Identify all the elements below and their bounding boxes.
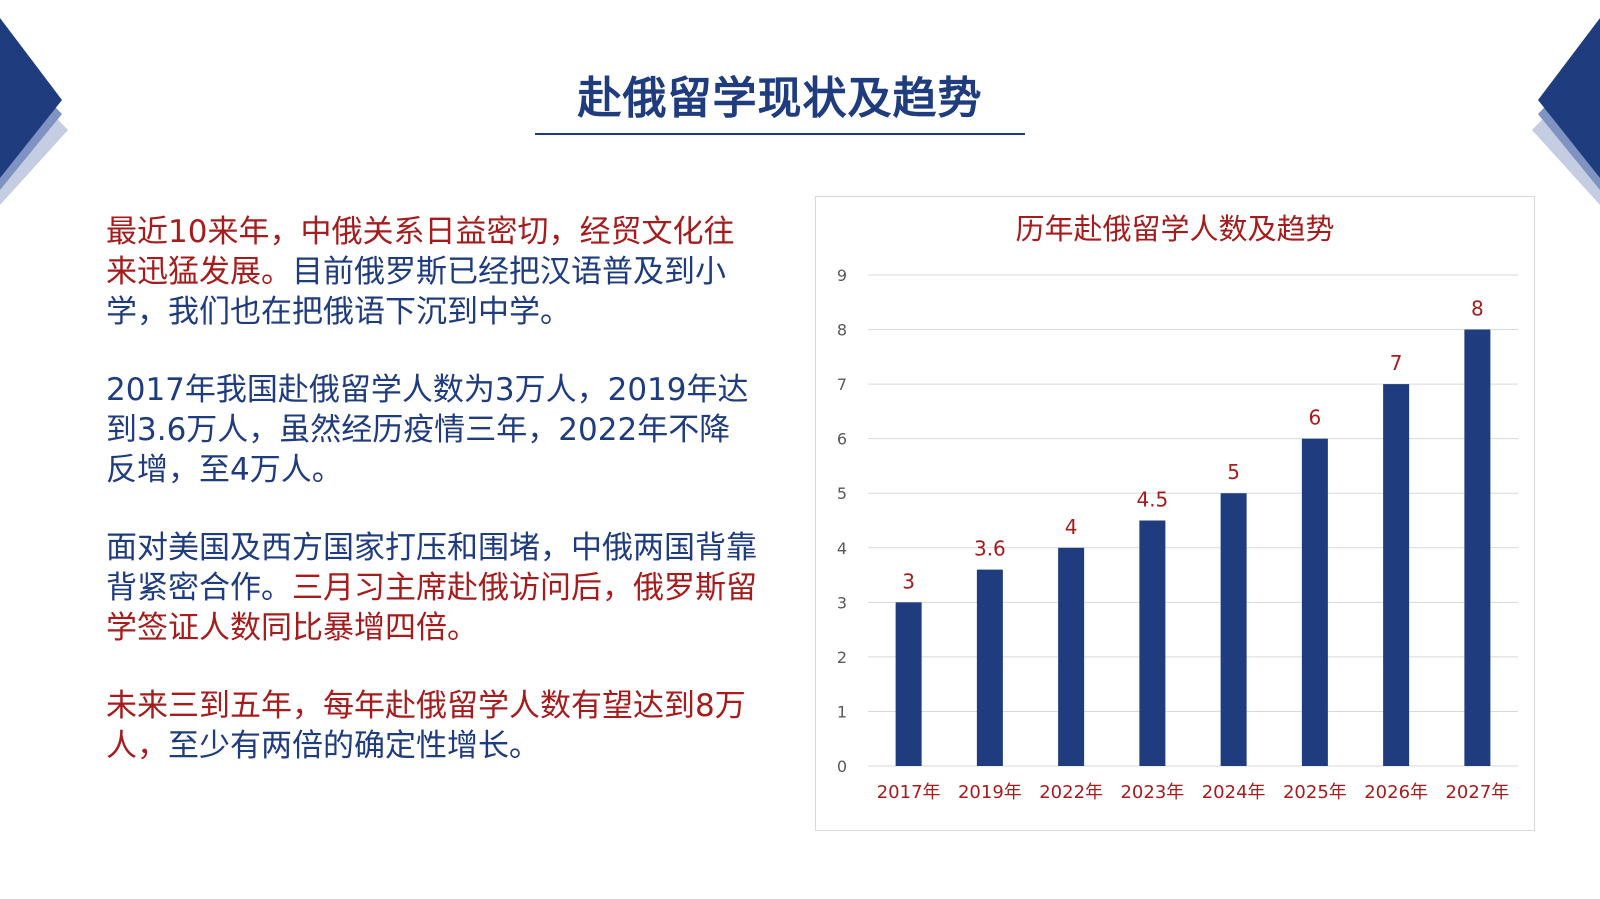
bar-2017年	[895, 602, 922, 766]
paragraph-1-span-2: 目前俄罗斯已经把汉语普及到小学，我们也在把俄语下沉到中学。	[106, 254, 726, 330]
y-tick-label: 9	[837, 266, 847, 285]
bar-2025年	[1301, 438, 1328, 766]
x-tick-label: 2027年	[1445, 782, 1509, 803]
x-tick-label: 2026年	[1364, 782, 1428, 803]
bar-2019年	[976, 569, 1003, 766]
bar-chart-svg: 历年赴俄留学人数及趋势 0 1 2 3 4 5 6 7 8 9 3 2017年 3.6 2019年 4 2022…	[837, 212, 1518, 803]
paragraph-3: 面对美国及西方国家打压和围堵，中俄两国背靠背紧密合作。三月习主席赴俄访问后，俄罗…	[106, 528, 761, 648]
y-tick-label: 0	[837, 757, 847, 776]
bar-2027年	[1464, 329, 1491, 766]
paragraph-2-span-1: 2017年我国赴俄留学人数为3万人，2019年达到3.6万人，虽然经历疫情三年，…	[106, 372, 749, 488]
x-tick-label: 2022年	[1039, 782, 1103, 803]
paragraph-2: 2017年我国赴俄留学人数为3万人，2019年达到3.6万人，虽然经历疫情三年，…	[106, 370, 761, 490]
paragraph-3-span-1: 面对美国及西方国家打压和围堵，中俄两国背靠背紧密合作。	[106, 530, 757, 606]
title-underline	[535, 133, 1025, 135]
y-tick-label: 6	[837, 430, 847, 449]
paragraph-4-span-2: 至少有两倍的确定性增长。	[168, 728, 540, 764]
y-tick-label: 2	[837, 648, 847, 667]
x-tick-label: 2024年	[1202, 782, 1266, 803]
x-tick-label: 2019年	[958, 782, 1022, 803]
corner-decoration-right	[1532, 18, 1600, 205]
paragraph-3-span-2: 三月习主席赴俄访问后，俄罗斯留学签证人数同比暴增四倍。	[106, 570, 757, 646]
y-tick-label: 3	[837, 593, 847, 612]
paragraph-1-span-1: 最近10来年，中俄关系日益密切，经贸文化往来迅猛发展。	[106, 214, 735, 290]
bar-chart: 历年赴俄留学人数及趋势 0 1 2 3 4 5 6 7 8 9 3 2017年 3.6 2019年 4 2022…	[815, 196, 1535, 831]
bar-2023年	[1139, 520, 1166, 766]
paragraph-4: 未来三到五年，每年赴俄留学人数有望达到8万人，至少有两倍的确定性增长。	[106, 686, 761, 766]
bar-2022年	[1058, 547, 1085, 766]
bar-2026年	[1383, 384, 1410, 766]
data-label: 4.5	[1136, 488, 1168, 512]
y-tick-label: 8	[837, 321, 847, 340]
data-label: 6	[1309, 406, 1322, 430]
paragraph-1: 最近10来年，中俄关系日益密切，经贸文化往来迅猛发展。目前俄罗斯已经把汉语普及到…	[106, 212, 761, 332]
x-tick-label: 2017年	[877, 782, 941, 803]
data-label: 3.6	[974, 537, 1006, 561]
x-tick-label: 2023年	[1120, 782, 1184, 803]
data-label: 3	[902, 569, 915, 593]
data-label: 7	[1390, 351, 1403, 375]
corner-decoration-left	[0, 18, 68, 205]
data-label: 4	[1065, 515, 1078, 539]
y-tick-label: 5	[837, 484, 847, 503]
bar-2024年	[1220, 493, 1247, 766]
y-tick-label: 4	[837, 539, 847, 558]
y-tick-label: 7	[837, 375, 847, 394]
body-text: 最近10来年，中俄关系日益密切，经贸文化往来迅猛发展。目前俄罗斯已经把汉语普及到…	[106, 212, 761, 804]
slide-title: 赴俄留学现状及趋势	[577, 73, 983, 124]
chart-title: 历年赴俄留学人数及趋势	[1015, 212, 1334, 246]
x-tick-label: 2025年	[1283, 782, 1347, 803]
paragraph-4-span-1: 未来三到五年，每年赴俄留学人数有望达到8万人，	[106, 688, 746, 764]
data-label: 8	[1471, 297, 1484, 321]
data-label: 5	[1227, 460, 1240, 484]
y-tick-label: 1	[837, 702, 847, 721]
